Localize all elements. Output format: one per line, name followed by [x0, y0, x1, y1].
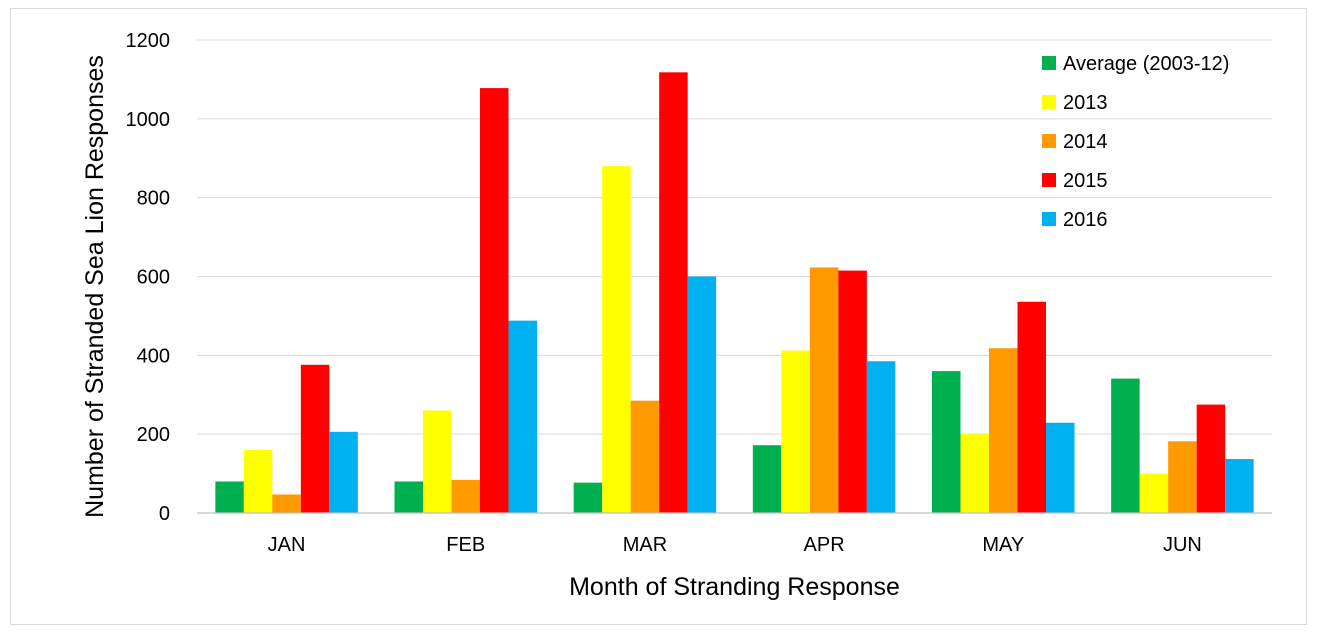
bar-jan-1 — [243, 449, 273, 513]
bar-jan-2 — [272, 494, 301, 513]
chart-frame — [10, 8, 1307, 625]
bar-mar-4 — [687, 276, 717, 513]
y-tick-label: 0 — [159, 503, 170, 525]
bar-jan-4 — [329, 431, 358, 513]
bar-may-1 — [960, 433, 989, 513]
bar-feb-3 — [480, 88, 509, 514]
legend: Average (2003-12) 2013 2014 2015 2016 — [1042, 53, 1229, 231]
bar-apr-1 — [781, 350, 810, 513]
bar-jan-0 — [215, 481, 244, 513]
legend-label: 2015 — [1063, 170, 1108, 192]
bar-jun-0 — [1111, 378, 1140, 513]
x-tick-labels: JAN FEB MAR APR MAY JUN — [268, 534, 1202, 556]
bars — [215, 72, 1254, 514]
x-tick-label: MAR — [623, 534, 667, 556]
legend-label: Average (2003-12) — [1063, 53, 1229, 75]
legend-swatch — [1042, 134, 1056, 148]
bar-may-2 — [989, 348, 1018, 513]
legend-swatch — [1042, 95, 1056, 109]
bar-jun-2 — [1168, 441, 1197, 513]
x-tick-label: MAY — [982, 534, 1024, 556]
bar-feb-4 — [508, 320, 537, 513]
legend-swatch — [1042, 212, 1056, 226]
y-tick-label: 800 — [137, 188, 170, 210]
y-tick-label: 400 — [137, 345, 170, 367]
bar-mar-0 — [573, 482, 603, 513]
bar-apr-0 — [752, 445, 782, 513]
bar-feb-2 — [451, 479, 480, 513]
legend-label: 2013 — [1063, 92, 1108, 114]
bar-feb-0 — [394, 481, 423, 513]
y-tick-labels: 0 200 400 600 800 1000 1200 — [126, 30, 171, 525]
bar-jun-1 — [1139, 473, 1169, 513]
x-tick-label: JAN — [268, 534, 306, 556]
bar-apr-2 — [809, 267, 839, 513]
y-tick-label: 600 — [137, 267, 170, 289]
bar-jan-3 — [300, 364, 330, 513]
bar-apr-3 — [838, 270, 867, 513]
bar-jun-4 — [1225, 458, 1254, 513]
legend-swatch — [1042, 56, 1056, 70]
y-axis-title: Number of Stranded Sea Lion Responses — [81, 55, 109, 518]
bar-may-0 — [932, 371, 961, 513]
bar-mar-3 — [659, 72, 688, 514]
bar-mar-2 — [630, 400, 660, 513]
x-tick-label: FEB — [446, 534, 485, 556]
y-tick-label: 1000 — [126, 109, 171, 131]
x-axis-title: Month of Stranding Response — [569, 573, 900, 601]
bar-may-4 — [1046, 422, 1075, 513]
bar-apr-4 — [866, 361, 896, 513]
bar-feb-1 — [423, 410, 452, 513]
legend-label: 2014 — [1063, 131, 1108, 153]
bar-jun-3 — [1196, 404, 1226, 513]
legend-swatch — [1042, 173, 1056, 187]
x-tick-label: APR — [804, 534, 845, 556]
y-tick-label: 1200 — [126, 30, 171, 52]
gridlines — [197, 39, 1272, 435]
bar-may-3 — [1017, 301, 1046, 513]
legend-label: 2016 — [1063, 209, 1108, 231]
x-tick-label: JUN — [1163, 534, 1202, 556]
bar-mar-1 — [602, 166, 631, 513]
y-tick-label: 200 — [137, 424, 170, 446]
